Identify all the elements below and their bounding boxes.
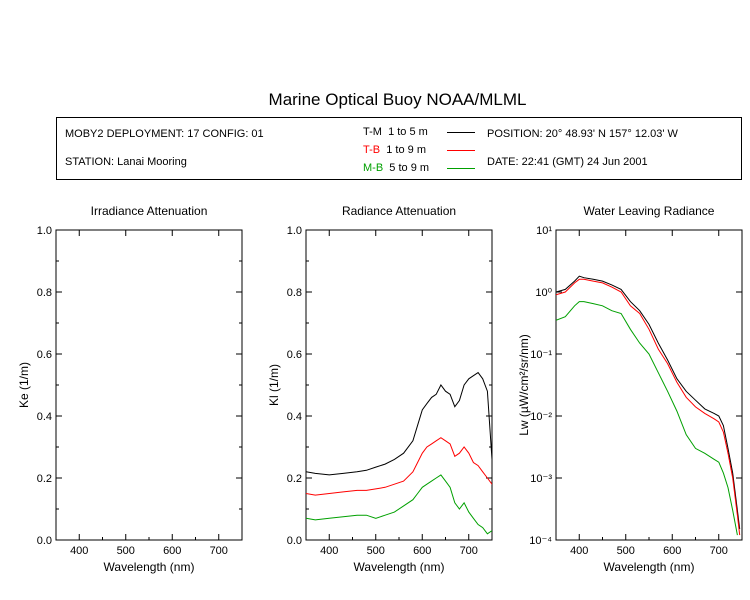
y-axis-label: Kl (1/m) [267, 364, 281, 406]
y-axis-label: Lw (µW/cm²/sr/nm) [517, 334, 531, 436]
legend-line-tb [447, 150, 475, 151]
plot-title: Water Leaving Radiance [584, 204, 715, 218]
series-line-2 [306, 437, 492, 496]
y-tick-label: 10⁰ [535, 287, 552, 299]
series-line-3 [556, 301, 738, 536]
chart-2: Radiance Attenuation 400 500 600 700 0.0 0.2 0.… [267, 204, 493, 574]
y-tick-label: 1.0 [287, 225, 302, 237]
series-line-1 [306, 371, 492, 476]
y-tick-label: 0.2 [287, 473, 302, 485]
chart-3: Water Leaving Radiance 400 500 600 700 10⁻⁴ 10… [517, 204, 743, 574]
y-tick-label: 0.8 [287, 287, 302, 299]
y-tick-label: 10⁻² [530, 411, 552, 423]
legend-code: T-M [363, 126, 382, 138]
legend-entry-tm: T-M 1 to 5 m [363, 126, 428, 138]
y-tick-label: 0.6 [287, 349, 302, 361]
y-tick-label: 0.4 [37, 411, 52, 423]
y-tick-label: 10¹ [536, 225, 552, 237]
y-tick-label: 0.8 [37, 287, 52, 299]
series-line-1 [556, 275, 741, 530]
y-tick-label: 10⁻³ [530, 473, 552, 485]
x-axis-label: Wavelength (nm) [104, 560, 195, 574]
plot-frame [555, 229, 743, 541]
y-axis-label: Ke (1/m) [17, 362, 31, 408]
y-tick-label: 0.2 [37, 473, 52, 485]
y-tick-label: 0.0 [287, 535, 302, 547]
plot-title: Irradiance Attenuation [91, 204, 208, 218]
legend-code: T-B [363, 144, 381, 156]
x-tick-label: 600 [663, 545, 681, 557]
plot-title: Radiance Attenuation [342, 204, 456, 218]
legend-line-tm [447, 132, 475, 133]
y-tick-label: 1.0 [37, 225, 52, 237]
y-tick-label: 0.4 [287, 411, 302, 423]
x-tick-label: 700 [460, 545, 478, 557]
x-tick-label: 400 [320, 545, 338, 557]
x-axis-label: Wavelength (nm) [354, 560, 445, 574]
x-tick-label: 400 [70, 545, 88, 557]
y-tick-label: 0.6 [37, 349, 52, 361]
legend-entry-tb: T-B 1 to 9 m [363, 144, 426, 156]
x-tick-label: 500 [617, 545, 635, 557]
x-tick-label: 500 [367, 545, 385, 557]
x-tick-label: 600 [163, 545, 181, 557]
legend-entry-mb: M-B 5 to 9 m [363, 162, 429, 174]
station-text: STATION: Lanai Mooring [65, 156, 187, 168]
position-text: POSITION: 20° 48.93' N 157° 12.03' W [487, 128, 678, 140]
x-tick-label: 600 [413, 545, 431, 557]
legend-code: M-B [363, 162, 384, 174]
legend-range: 1 to 5 m [388, 126, 428, 138]
chart-title: Marine Optical Buoy NOAA/MLML [268, 90, 527, 109]
x-tick-label: 700 [210, 545, 228, 557]
chart-1: Irradiance Attenuation 400 500 600 700 0.0 0.2… [17, 204, 243, 574]
legend-range: 5 to 9 m [389, 162, 430, 174]
y-tick-label: 10⁻¹ [530, 349, 552, 361]
y-tick-label: 0.0 [37, 535, 52, 547]
legend-range: 1 to 9 m [386, 144, 426, 156]
x-axis-label: Wavelength (nm) [604, 560, 695, 574]
y-tick-label: 10⁻⁴ [529, 535, 552, 547]
info-box: MOBY2 DEPLOYMENT: 17 CONFIG: 01 STATION:… [56, 117, 742, 180]
x-tick-label: 700 [710, 545, 728, 557]
series-line-3 [306, 474, 492, 535]
series-line-2 [556, 278, 741, 536]
x-tick-label: 400 [570, 545, 588, 557]
legend-line-mb [447, 168, 475, 169]
plot-frame [55, 229, 243, 541]
x-tick-label: 500 [117, 545, 135, 557]
date-text: DATE: 22:41 (GMT) 24 Jun 2001 [487, 156, 648, 168]
deployment-text: MOBY2 DEPLOYMENT: 17 CONFIG: 01 [65, 128, 264, 140]
